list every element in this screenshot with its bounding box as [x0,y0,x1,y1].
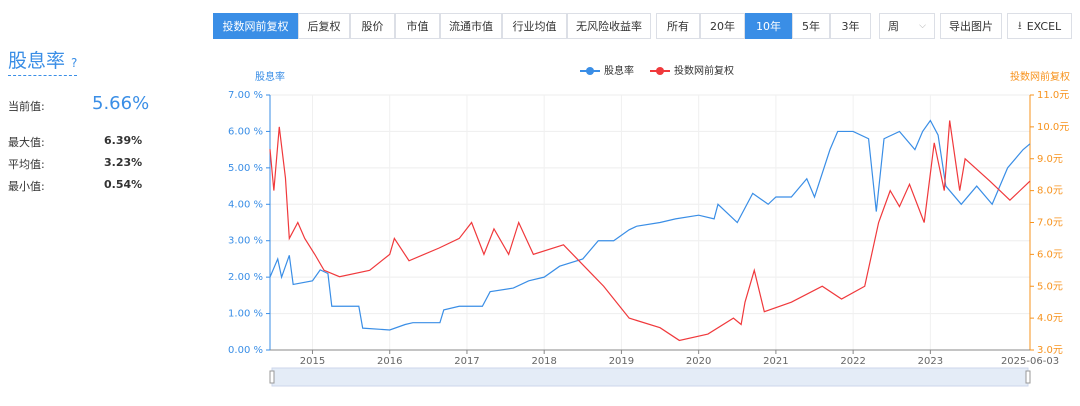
y-tick-label: 6.00 % [228,126,263,137]
x-tick-label: 2022 [840,356,865,367]
y-tick-label: 4.00 % [228,199,263,210]
x-tick-label: 2021 [763,356,788,367]
price-type-button[interactable]: 股价 [350,13,395,39]
slider-handle [1025,370,1031,384]
series-line [269,120,1031,342]
excel-text: EXCEL [1026,19,1062,33]
y2-tick-label: 11.0元 [1037,90,1069,101]
stat-row: 平均值: 3.23% [8,156,198,172]
y2-tick-label: 10.0元 [1037,122,1069,133]
y2-tick-label: 3.0元 [1037,345,1063,356]
legend-dot [586,67,594,75]
stat-row: 最大值: 6.39% [8,134,198,150]
y2-tick-label: 4.0元 [1037,313,1063,324]
period-select[interactable]: 周 ⌵ [879,13,935,39]
y2-tick-label: 7.0元 [1037,218,1063,229]
stat-label: 平均值: [8,158,45,171]
range-button[interactable]: 20年 [700,13,745,39]
stat-value: 5.66% [92,93,150,114]
series-line [269,119,1031,331]
range-button[interactable]: 所有 [656,13,700,39]
panel-title: 股息率? [8,46,78,76]
range-slider [271,367,1029,387]
y2-tick-label: 5.0元 [1037,281,1063,292]
x-tick-label: 2020 [686,356,711,367]
legend-dot [656,67,664,75]
period-value: 周 [888,20,899,33]
y-tick-label: 0.00 % [228,345,263,356]
stat-value: 0.54% [104,178,143,191]
y-tick-label: 3.00 % [228,236,263,247]
price-type-button[interactable]: 流通市值 [440,13,502,39]
export-image-button[interactable]: 导出图片 [940,13,1002,39]
price-type-button[interactable]: 市值 [395,13,440,39]
price-type-button[interactable]: 无风险收益率 [567,13,651,39]
y-axis-title: 股息率 [255,70,285,83]
stats-panel: 股息率? 当前值: 5.66% 最大值: 6.39% 平均值: 3.23% 最小值: 0.54… [8,46,198,193]
dropdown-arrow: ⌵ [919,21,926,31]
range-button[interactable]: 10年 [745,13,792,39]
stat-row: 最小值: 0.54% [8,178,198,194]
legend-label: 投数网前复权 [674,64,734,77]
price-type-button[interactable]: 投数网前复权 [213,13,298,39]
stat-row: 当前值: 5.66% [8,93,198,114]
download-icon: ⭳ [1017,18,1022,32]
price-type-button[interactable]: 后复权 [298,13,350,39]
slider-handle [269,370,275,384]
y2-tick-label: 8.0元 [1037,186,1063,197]
x-end-label: 2025-06-03 [1001,356,1059,367]
stat-label: 最大值: [8,136,45,149]
y-tick-label: 1.00 % [228,309,263,320]
x-tick-label: 2018 [531,356,556,367]
price-type-button[interactable]: 行业均值 [502,13,567,39]
y2-axis-title: 投数网前复权 [1010,70,1070,83]
stat-value: 3.23% [104,156,143,169]
help-icon[interactable]: ? [71,56,78,70]
y2-tick-label: 9.0元 [1037,154,1063,165]
y2-tick-label: 6.0元 [1037,249,1063,260]
y-tick-label: 5.00 % [228,163,263,174]
x-tick-label: 2023 [918,356,943,367]
stat-label: 当前值: [8,100,45,113]
y-tick-label: 2.00 % [228,272,263,283]
stat-value: 6.39% [104,134,143,147]
export-excel-button[interactable]: ⭳ EXCEL [1007,13,1072,39]
range-button[interactable]: 3年 [830,13,871,39]
title-text: 股息率 [8,50,66,72]
y-tick-label: 7.00 % [228,90,263,101]
x-tick-label: 2015 [300,356,325,367]
stat-label: 最小值: [8,180,45,193]
x-tick-label: 2016 [377,356,402,367]
legend-label: 股息率 [604,64,634,77]
x-tick-label: 2019 [609,356,634,367]
x-tick-label: 2017 [454,356,479,367]
range-button[interactable]: 5年 [792,13,830,39]
